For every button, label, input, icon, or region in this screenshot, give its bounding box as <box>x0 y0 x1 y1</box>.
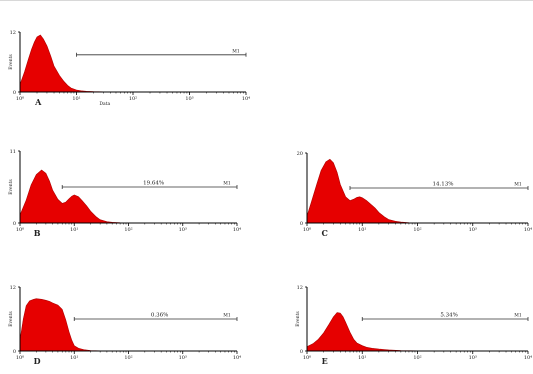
panel-label: D <box>34 356 41 366</box>
gate-percent-label: 14.13% <box>433 182 454 188</box>
gate-marker-label: M1 <box>223 181 231 187</box>
x-tick-label: 10⁴ <box>233 227 241 233</box>
panel-label: B <box>34 228 41 238</box>
y-tick-label: 0 <box>300 349 303 355</box>
x-tick-label: 10¹ <box>358 355 366 361</box>
x-tick-label: 10³ <box>179 355 187 361</box>
x-tick-label: 10¹ <box>358 227 366 233</box>
x-tick-label: 10³ <box>469 355 477 361</box>
x-tick-label: 10² <box>129 96 137 102</box>
histogram-area <box>306 158 428 224</box>
y-tick-label: 20 <box>297 151 303 157</box>
panel-label: C <box>321 228 327 238</box>
y-tick-label: 12 <box>10 30 16 36</box>
x-tick-label: 10³ <box>185 96 193 102</box>
panel-b: 10⁰ 10¹ 10² 10³ 10⁴ 0 11 Events 19.64% M1 B <box>8 149 241 238</box>
x-tick-label: 10⁴ <box>524 355 532 361</box>
gate-marker-label: M1 <box>514 182 522 188</box>
x-tick-label: 10⁰ <box>16 227 24 233</box>
gate-marker-label: M1 <box>232 48 240 54</box>
x-tick-label: 10¹ <box>70 227 78 233</box>
x-tick-label: 10² <box>124 227 132 233</box>
x-tick-label: 10³ <box>179 227 187 233</box>
gate-marker-label: M1 <box>223 313 231 319</box>
panel-c: 10⁰ 10¹ 10² 10³ 10⁴ 0 20 14.13% M1 C <box>297 151 533 238</box>
x-tick-label: 10² <box>413 227 421 233</box>
x-tick-label: 10² <box>413 355 421 361</box>
y-axis-label: Events <box>8 179 14 195</box>
histogram-area <box>19 298 113 352</box>
x-tick-label: 10⁴ <box>524 227 532 233</box>
y-axis-label: Events <box>295 311 301 327</box>
x-tick-label: 10⁰ <box>16 96 24 102</box>
y-tick-label: 0 <box>13 349 16 355</box>
y-axis-label: Events <box>8 311 14 327</box>
x-tick-label: 10² <box>124 355 132 361</box>
y-tick-label: 12 <box>297 285 303 291</box>
x-tick-label: 10⁰ <box>303 355 311 361</box>
x-tick-label: 10³ <box>469 227 477 233</box>
histogram-area <box>19 34 134 93</box>
x-tick-label: 10⁰ <box>16 355 24 361</box>
y-tick-label: 0 <box>13 221 16 227</box>
gate-percent-label: 0.36% <box>151 313 168 319</box>
x-axis-label: Data <box>99 101 110 107</box>
y-tick-label: 0 <box>300 221 303 227</box>
panel-d: 10⁰ 10¹ 10² 10³ 10⁴ 0 12 Events 0.36% M1 D <box>8 285 241 366</box>
panel-label: A <box>34 97 42 107</box>
panel-label: E <box>322 356 328 366</box>
x-tick-label: 10⁴ <box>233 355 241 361</box>
panel-e: 10⁰ 10¹ 10² 10³ 10⁴ 0 12 Events 5.34% M1 E <box>295 285 532 366</box>
gate-percent-label: 19.64% <box>143 181 164 187</box>
x-tick-label: 10⁴ <box>242 96 250 102</box>
y-tick-label: 0 <box>13 90 16 96</box>
panel-a: 10⁰ 10¹ 10² 10³ 10⁴ 0 12 Events Data M1 A <box>8 30 250 107</box>
y-tick-label: 12 <box>10 285 16 291</box>
x-tick-label: 10⁰ <box>303 227 311 233</box>
y-axis-label: Events <box>8 54 14 70</box>
x-tick-label: 10¹ <box>70 355 78 361</box>
top-divider <box>0 0 533 1</box>
histogram-area <box>306 312 444 352</box>
y-tick-label: 11 <box>10 149 16 155</box>
x-tick-label: 10¹ <box>72 96 80 102</box>
gate-marker-label: M1 <box>514 313 522 319</box>
gate-percent-label: 5.34% <box>440 313 457 319</box>
histogram-area <box>19 169 145 224</box>
